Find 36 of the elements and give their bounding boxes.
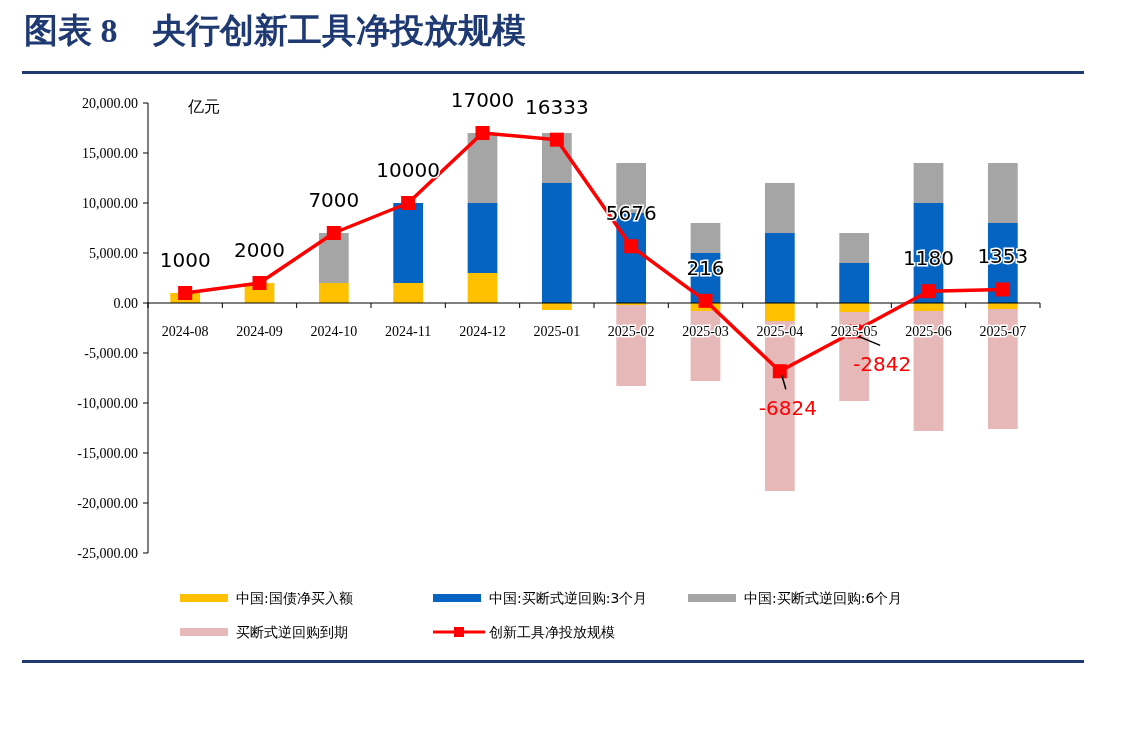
y-tick-label: -15,000.00: [77, 446, 138, 461]
legend-label: 中国:买断式逆回购:3个月: [489, 590, 648, 606]
legend-label: 中国:买断式逆回购:6个月: [744, 590, 903, 606]
x-tick-label: 2024-11: [385, 324, 432, 339]
y-tick-label: 5,000.00: [89, 246, 138, 261]
y-tick-label: -20,000.00: [77, 496, 138, 511]
data-label: 1000: [159, 248, 211, 272]
data-label: 10000: [376, 158, 440, 182]
y-tick-label: 0.00: [113, 296, 138, 311]
y-axis-title: 亿元: [187, 97, 220, 116]
data-label: 16333: [525, 94, 589, 119]
data-label: 17000: [450, 88, 515, 112]
data-label: 7000: [308, 188, 360, 212]
legend-label: 中国:国债净买入额: [236, 590, 353, 606]
x-tick-label: 2024-12: [459, 324, 506, 339]
x-tick-label: 2025-02: [607, 324, 655, 339]
y-tick-label: 20,000.00: [82, 96, 138, 111]
chart-title: 图表 8 央行创新工具净投放规模: [24, 12, 526, 49]
y-tick-label: -5,000.00: [84, 346, 138, 361]
y-tick-label: 15,000.00: [82, 146, 138, 161]
x-tick-label: 2024-10: [310, 324, 358, 339]
y-tick-label: 10,000.00: [82, 196, 138, 211]
x-tick-label: 2025-03: [682, 324, 729, 339]
legend-label: 买断式逆回购到期: [236, 624, 348, 640]
x-tick-label: 2025-06: [905, 324, 952, 339]
x-tick-label: 2025-01: [533, 324, 581, 339]
y-tick-label: -25,000.00: [77, 546, 138, 561]
x-tick-label: 2024-09: [236, 324, 283, 339]
x-tick-label: 2024-08: [161, 324, 209, 339]
x-tick-label: 2025-04: [756, 324, 804, 339]
data-label: -2842: [853, 352, 912, 377]
legend-label: 创新工具净投放规模: [489, 624, 615, 640]
data-label: -6824: [758, 396, 817, 421]
y-tick-label: -10,000.00: [77, 396, 138, 411]
data-label: 2000: [234, 238, 285, 262]
x-tick-label: 2025-07: [979, 324, 1027, 339]
